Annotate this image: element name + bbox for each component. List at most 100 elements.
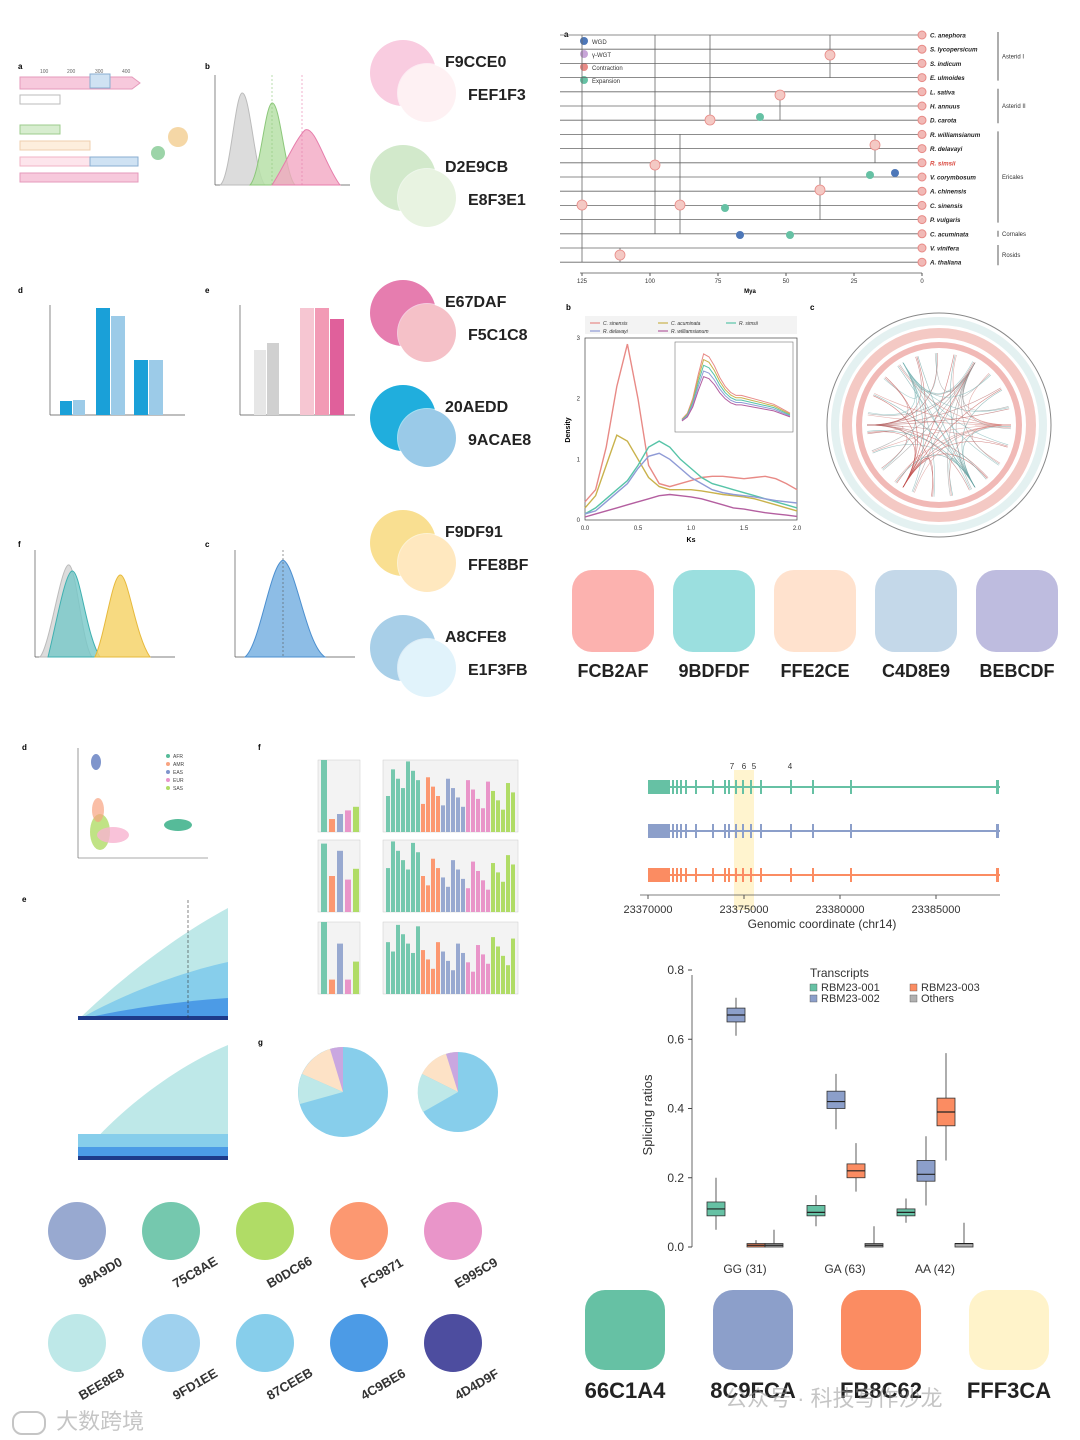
box-body [916,1160,936,1182]
transcript-exon [850,780,852,794]
ks-legend-label: R. delavayi [603,329,629,335]
mev-pop-bar [451,788,455,832]
mev-pop-bar [441,877,445,912]
hex-label-20AEDD: 20AEDD [445,399,509,416]
watermark-left-text: 大数跨境 [56,1409,145,1434]
ks-ytick-label: 2 [577,397,581,403]
mev-pop-bar [451,970,455,994]
phylo-legend-label: γ-WGT [592,53,611,59]
ks-series-line [584,343,798,503]
color-circle-87CEEB [236,1314,294,1372]
mev-pop-bar [461,806,465,832]
mev-pop-bar [456,869,460,912]
tree-node [869,139,881,151]
taxon-node [917,158,927,168]
transcript-exon [724,824,726,838]
color-circle-BEE8E8 [48,1314,106,1372]
transcript-exon [742,868,744,882]
taxon-node [917,87,927,97]
mev-pop-bar [456,797,460,832]
svg-text:f: f [258,743,261,752]
hex-label-C4D8E9: C4D8E9 [881,661,951,681]
transcript-exon [728,868,730,882]
box-ytick-label: 0.0 [667,1240,684,1254]
mev-pop-bar [491,937,495,994]
taxon-label: C. sinensis [930,203,963,210]
circos-link [962,362,1011,430]
transcript-exon [760,868,762,882]
mev-pop-bar [501,881,505,912]
color-circle-4C9BE6 [330,1314,388,1372]
mev-pop-bar [466,888,470,912]
taxon-node [917,101,927,111]
color-circle-FFE8BF [398,534,456,592]
ks-xtick-label: 1.5 [740,526,749,532]
top-left-figures: a 100 200 300 400 b d e f c [18,62,355,658]
mev-pop-bar [386,796,390,832]
transcript-exon [676,824,678,838]
tree-node [704,114,716,126]
phylo-axis-label: Mya [744,289,756,295]
mev-pop-bar [496,800,500,832]
ks-xtick-label: 0.5 [634,526,643,532]
mev-pop-bar [421,803,425,832]
taxon-node [917,30,927,40]
tree-node [649,159,661,171]
taxon-label: R. delavayi [930,146,963,153]
svg-text:SAS: SAS [173,786,184,792]
box-body [806,1205,826,1217]
ks-xtick-label: 0.0 [581,526,590,532]
ks-inset-line [681,353,791,420]
ks-xlabel: Ks [687,537,696,544]
mev-pop-bar [461,952,465,994]
taxon-label: C. anephora [930,33,966,40]
taxon-label: C. acuminata [930,231,969,238]
circos-link [894,424,1012,482]
taxon-label: R. williamsianum [930,132,981,139]
color-circle-FC9871 [330,1202,388,1260]
expansion-node [721,204,729,212]
tree-node [824,49,836,61]
transcript-exon [735,824,737,838]
svg-text:100: 100 [40,69,49,75]
mev-pop-bar [451,860,455,912]
gene-xtick-label: 23370000 [624,904,673,916]
color-swatch-FFF3CA [969,1290,1049,1370]
clade-label: Ericales [1002,175,1023,181]
mev-pop-bar [496,946,500,994]
color-circle-E995C9 [424,1202,482,1260]
mev-pop-bar [396,924,400,994]
mev-pop-bar [466,962,470,994]
mev-pop-bar [401,934,405,994]
taxon-label: V. corymbosum [930,175,976,182]
svg-text:f: f [18,540,21,549]
mev-pop-bar [491,790,495,832]
wgd-node [736,231,744,239]
mev-panel-pop [382,759,519,833]
hex-label-FFE8BF: FFE8BF [468,557,529,574]
taxon-node [917,144,927,154]
mev-pop-bar [491,863,495,912]
phylo-legend-label: Expansion [592,79,620,85]
tree-node [576,199,588,211]
circos-link [873,394,976,488]
transcript-exon [695,780,697,794]
mev-bar [353,806,359,832]
bottom-left-figures: d AFR AMR EAS EUR SAS e f g [22,743,519,1160]
hex-label-E67DAF: E67DAF [445,294,507,311]
taxon-node [917,73,927,83]
box-ylabel: Splicing ratios [640,1074,655,1155]
color-swatch-C4D8E9 [875,570,957,652]
circos-link [899,362,976,395]
transcript-exon [735,868,737,882]
color-circle-B0DC66 [236,1202,294,1260]
mev-pop-bar [511,792,515,832]
mev-bar [329,876,335,912]
circos-link [871,362,976,452]
mev-bar [337,943,343,994]
svg-text:e: e [22,895,27,904]
transcript-exon [724,780,726,794]
transcript-exon [685,824,687,838]
transcript-exon [712,824,714,838]
